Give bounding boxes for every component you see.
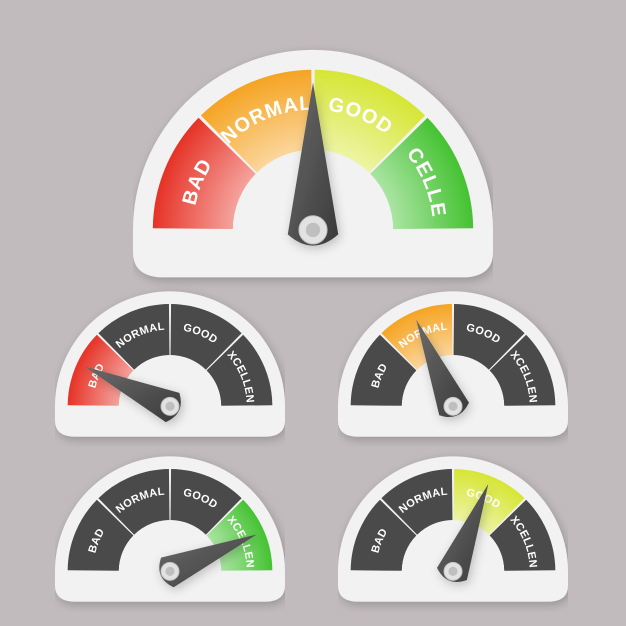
gauge-good-gauge: BADNORMALGOODEXCELLENT [338, 450, 568, 612]
gauge-normal-gauge: BADNORMALGOODEXCELLENT [338, 285, 568, 447]
gauge-main: BADNORMALGOODEXCELLENT [133, 40, 493, 293]
gauge-bad-gauge: BADNORMALGOODEXCELLENT [55, 285, 285, 447]
gauge-excellent-gauge: BADNORMALGOODEXCELLENT [55, 450, 285, 612]
